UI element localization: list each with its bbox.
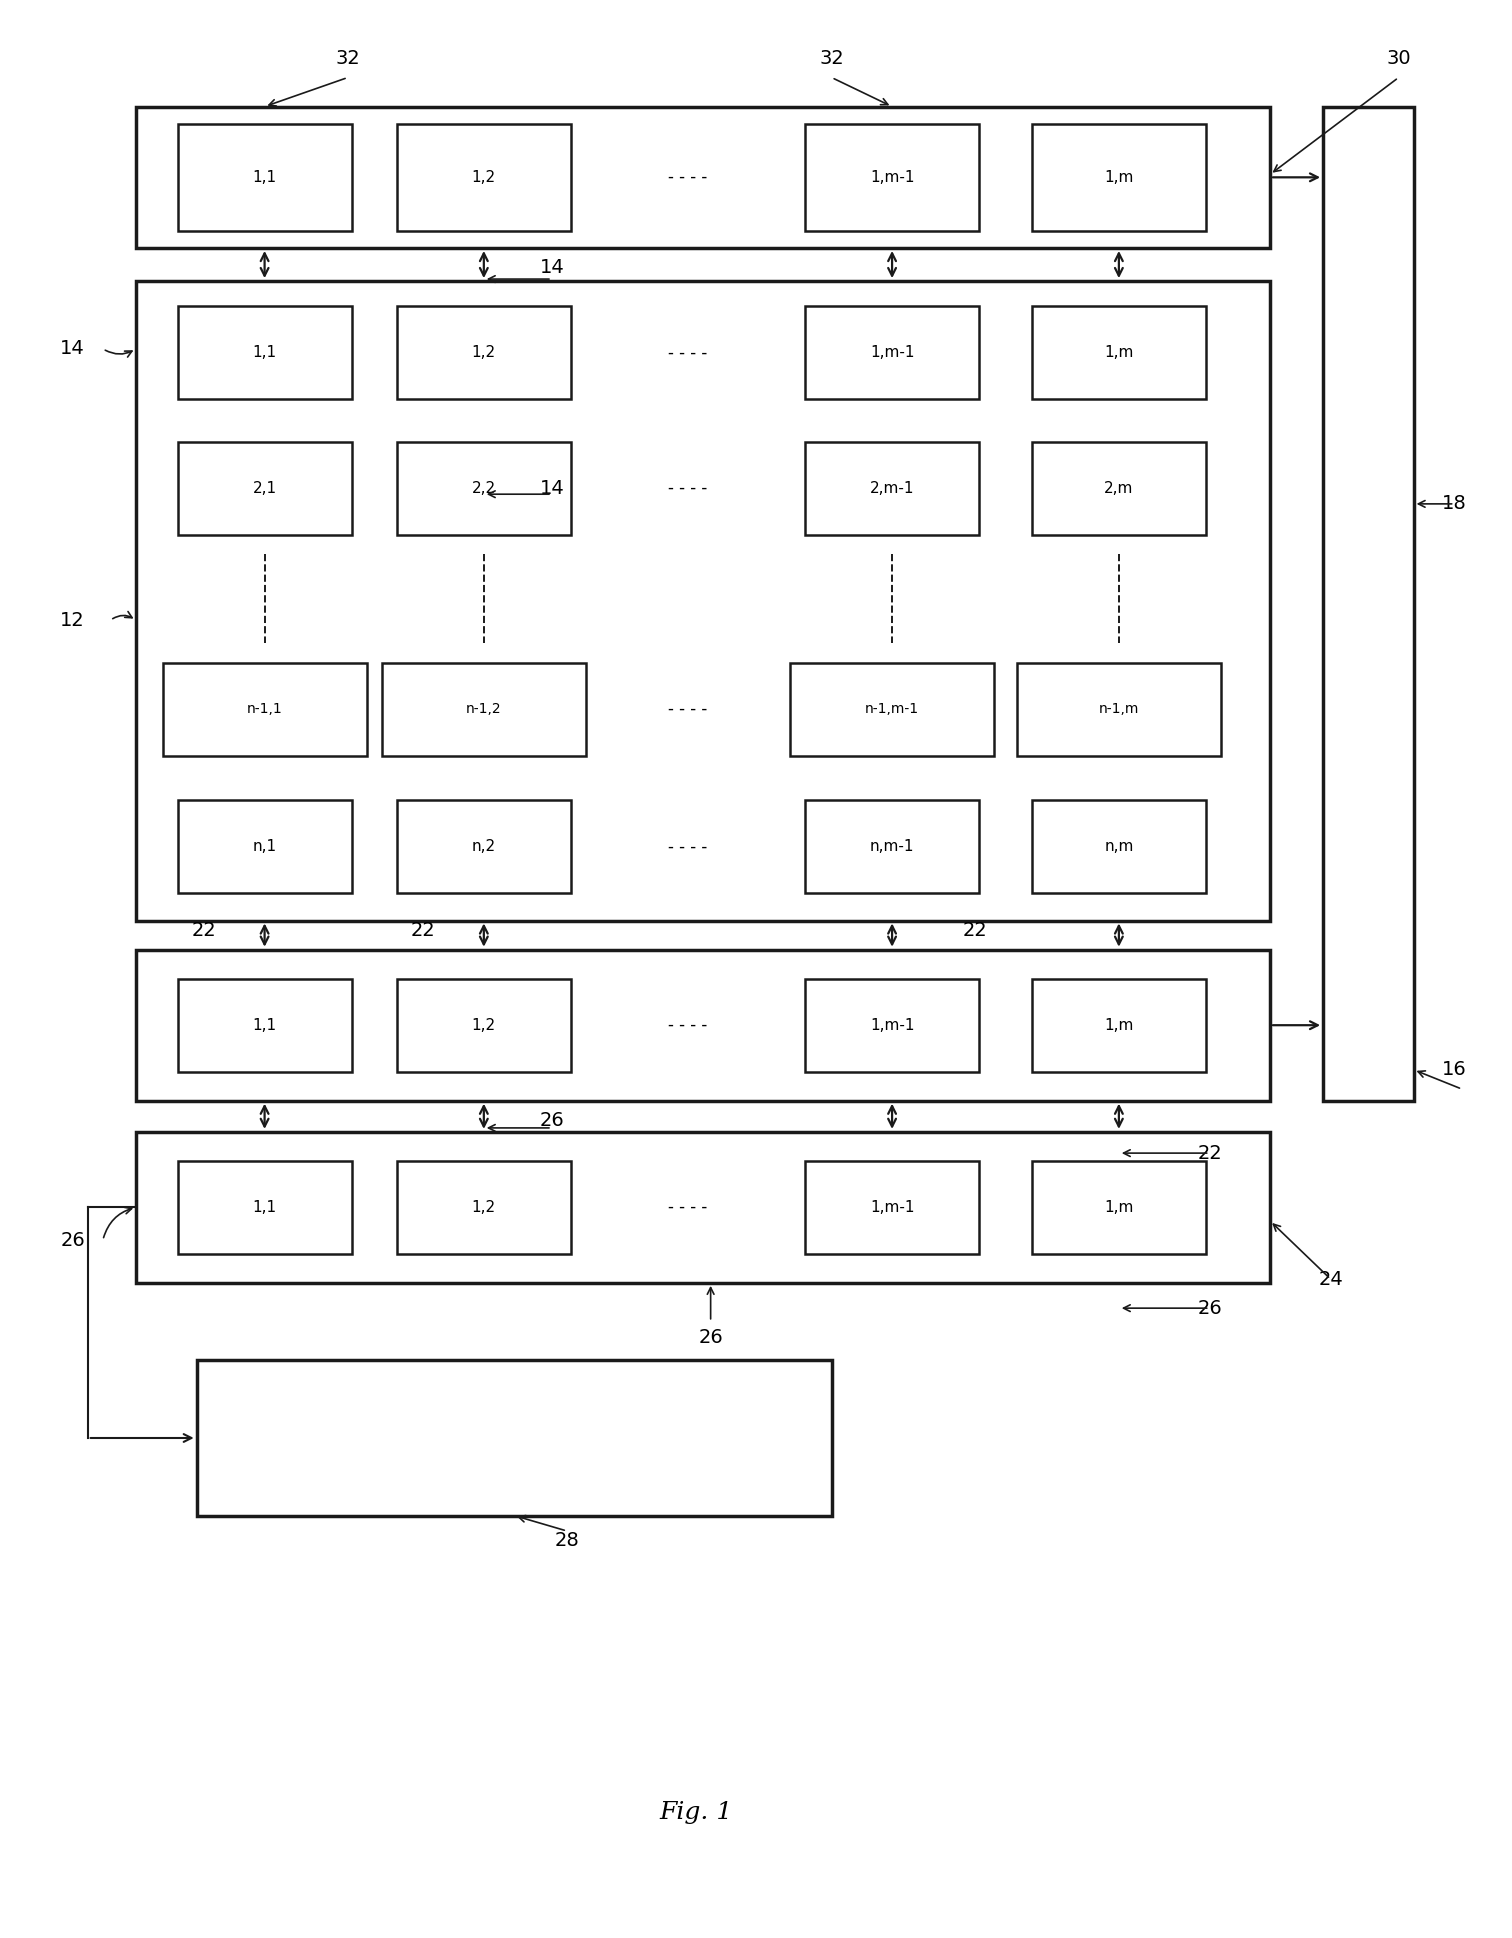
Bar xyxy=(178,800,351,893)
Bar xyxy=(1031,124,1207,231)
Bar xyxy=(804,442,980,535)
Bar xyxy=(178,1161,351,1254)
Bar xyxy=(178,979,351,1072)
Text: 28: 28 xyxy=(555,1531,579,1550)
Text: n-1,m: n-1,m xyxy=(1099,702,1139,717)
Bar xyxy=(1031,979,1207,1072)
Bar xyxy=(804,1161,980,1254)
Text: 2,m-1: 2,m-1 xyxy=(869,481,915,496)
Text: n-1,2: n-1,2 xyxy=(466,702,502,717)
Text: n-1,m-1: n-1,m-1 xyxy=(865,702,919,717)
Text: - - - -: - - - - xyxy=(668,700,708,719)
Text: 1,1: 1,1 xyxy=(253,345,277,360)
Bar xyxy=(804,979,980,1072)
Text: 30: 30 xyxy=(1387,48,1411,68)
Text: 1,m: 1,m xyxy=(1104,171,1134,184)
Bar xyxy=(178,442,351,535)
Text: 16: 16 xyxy=(1442,1060,1467,1079)
Text: 1,m-1: 1,m-1 xyxy=(869,171,915,184)
Text: 14: 14 xyxy=(540,258,564,277)
Text: 1,m-1: 1,m-1 xyxy=(869,345,915,360)
Text: 1,m: 1,m xyxy=(1104,1200,1134,1215)
Text: n-1,1: n-1,1 xyxy=(246,702,283,717)
Text: - - - -: - - - - xyxy=(668,837,708,857)
Text: 1,m-1: 1,m-1 xyxy=(869,1200,915,1215)
Text: 1,1: 1,1 xyxy=(253,171,277,184)
Bar xyxy=(804,800,980,893)
Text: 24: 24 xyxy=(1318,1269,1343,1289)
Bar xyxy=(1031,442,1207,535)
Text: 22: 22 xyxy=(963,921,987,940)
Text: 2,1: 2,1 xyxy=(253,481,277,496)
Bar xyxy=(396,124,570,231)
Bar xyxy=(1031,306,1207,399)
Bar xyxy=(396,306,570,399)
Bar xyxy=(136,950,1270,1101)
Bar xyxy=(197,1360,832,1516)
Bar xyxy=(804,124,980,231)
Bar xyxy=(789,663,995,756)
Text: 26: 26 xyxy=(60,1231,85,1250)
Text: 1,2: 1,2 xyxy=(472,171,496,184)
Text: 1,m-1: 1,m-1 xyxy=(869,1017,915,1033)
Text: 1,1: 1,1 xyxy=(253,1017,277,1033)
Text: n,m: n,m xyxy=(1104,839,1134,855)
Bar xyxy=(396,979,570,1072)
Text: 14: 14 xyxy=(540,479,564,498)
Bar xyxy=(136,1132,1270,1283)
Text: 26: 26 xyxy=(1198,1298,1222,1318)
Bar xyxy=(136,107,1270,248)
Bar xyxy=(162,663,366,756)
Text: 22: 22 xyxy=(192,921,216,940)
Bar xyxy=(1016,663,1222,756)
Text: - - - -: - - - - xyxy=(668,1016,708,1035)
Text: 1,2: 1,2 xyxy=(472,1017,496,1033)
Bar xyxy=(396,800,570,893)
Bar xyxy=(178,124,351,231)
Bar xyxy=(1323,107,1414,1101)
Bar xyxy=(136,281,1270,921)
Text: 1,1: 1,1 xyxy=(253,1200,277,1215)
Bar xyxy=(396,442,570,535)
Text: n,1: n,1 xyxy=(253,839,277,855)
Text: 12: 12 xyxy=(60,610,85,630)
Text: 32: 32 xyxy=(336,48,360,68)
Text: 2,2: 2,2 xyxy=(472,481,496,496)
Bar xyxy=(178,306,351,399)
Text: 32: 32 xyxy=(820,48,844,68)
Text: - - - -: - - - - xyxy=(668,479,708,498)
Text: 1,2: 1,2 xyxy=(472,345,496,360)
Bar xyxy=(396,1161,570,1254)
Text: 1,m: 1,m xyxy=(1104,1017,1134,1033)
Text: - - - -: - - - - xyxy=(668,1198,708,1217)
Text: n,m-1: n,m-1 xyxy=(869,839,915,855)
Text: 1,m: 1,m xyxy=(1104,345,1134,360)
Bar xyxy=(1031,800,1207,893)
Text: 2,m: 2,m xyxy=(1104,481,1134,496)
Bar xyxy=(1031,1161,1207,1254)
Text: 22: 22 xyxy=(411,921,435,940)
Text: 26: 26 xyxy=(699,1328,723,1347)
Text: 26: 26 xyxy=(540,1110,564,1130)
Text: 14: 14 xyxy=(60,339,85,359)
Text: 18: 18 xyxy=(1442,494,1467,514)
Text: 1,2: 1,2 xyxy=(472,1200,496,1215)
Text: 22: 22 xyxy=(1198,1143,1222,1163)
Text: n,2: n,2 xyxy=(472,839,496,855)
Bar xyxy=(381,663,587,756)
Text: Fig. 1: Fig. 1 xyxy=(659,1800,732,1824)
Text: - - - -: - - - - xyxy=(668,343,708,362)
Text: - - - -: - - - - xyxy=(668,169,708,186)
Bar xyxy=(804,306,980,399)
